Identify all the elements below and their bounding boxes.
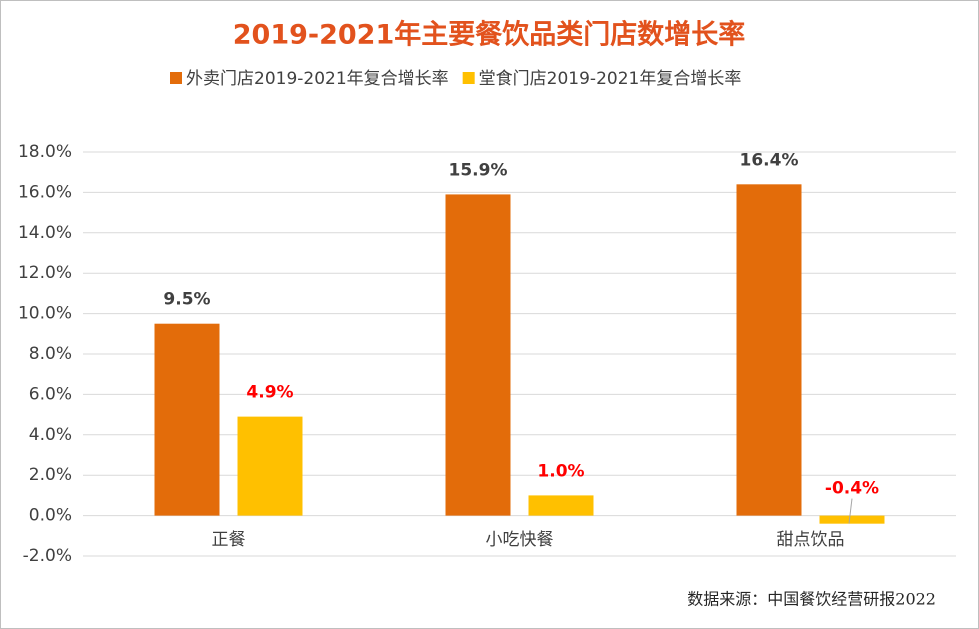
- x-tick-label: 小吃快餐: [486, 530, 554, 550]
- bar: [736, 184, 802, 516]
- value-label: 4.9%: [246, 383, 293, 403]
- bar: [819, 515, 885, 524]
- value-label: 16.4%: [740, 150, 799, 170]
- y-tick-label: 6.0%: [29, 384, 72, 404]
- y-tick-label: 14.0%: [18, 223, 72, 243]
- bar: [237, 416, 303, 516]
- value-label: 1.0%: [537, 461, 584, 481]
- value-label: -0.4%: [825, 479, 879, 499]
- y-tick-label: 2.0%: [29, 465, 72, 485]
- value-label: 9.5%: [163, 290, 210, 310]
- bar: [445, 194, 511, 516]
- y-tick-label: 18.0%: [18, 142, 72, 162]
- legend-swatch: [462, 72, 475, 84]
- legend-label: 外卖门店2019-2021年复合增长率: [186, 69, 449, 89]
- y-tick-label: 10.0%: [18, 304, 72, 324]
- y-tick-label: 4.0%: [29, 425, 72, 445]
- bar: [528, 495, 594, 516]
- y-tick-label: 16.0%: [18, 182, 72, 202]
- value-label: 15.9%: [449, 160, 508, 180]
- bar: [154, 323, 220, 516]
- legend-label: 堂食门店2019-2021年复合增长率: [479, 69, 742, 89]
- source-note: 数据来源：中国餐饮经营研报2022: [687, 590, 936, 609]
- y-tick-label: 12.0%: [18, 263, 72, 283]
- x-tick-label: 正餐: [212, 530, 246, 550]
- x-tick-label: 甜点饮品: [777, 530, 845, 550]
- y-tick-label: 0.0%: [29, 506, 72, 526]
- legend-swatch: [170, 72, 182, 84]
- leader-line: [848, 498, 853, 524]
- chart-title: 2019-2021年主要餐饮品类门店数增长率: [233, 19, 746, 51]
- y-tick-label: 8.0%: [29, 344, 72, 364]
- y-tick-label: -2.0%: [23, 546, 72, 566]
